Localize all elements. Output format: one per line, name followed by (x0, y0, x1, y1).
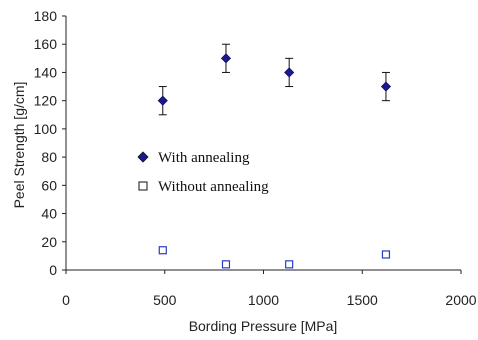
x-tick-label: 0 (62, 292, 70, 308)
y-tick-label: 160 (34, 36, 58, 52)
data-marks (157, 43, 392, 269)
y-tick-label: 20 (41, 234, 57, 250)
legend-label-without-annealing: Without annealing (158, 179, 269, 195)
y-tick-label: 120 (34, 93, 58, 109)
x-tick-label: 1500 (347, 292, 378, 308)
data-point-with-annealing (380, 81, 392, 92)
plot-axes (62, 15, 462, 274)
data-point-without-annealing (285, 260, 294, 269)
x-tick-label: 2000 (445, 292, 476, 308)
y-tick-label: 80 (41, 149, 57, 165)
y-tick-label: 60 (41, 177, 57, 193)
legend-marker-without-annealing (138, 181, 148, 191)
y-axis-label: Peel Strength [g/cm] (11, 82, 27, 209)
x-tick-label: 500 (153, 292, 177, 308)
y-tick-label: 0 (49, 262, 57, 278)
data-point-with-annealing (284, 67, 295, 78)
data-point-without-annealing (381, 250, 391, 259)
legend-label-with-annealing: With annealing (158, 150, 250, 166)
y-tick-label: 140 (34, 64, 58, 80)
x-tick-labels: 0 500 1000 1500 2000 (62, 292, 477, 308)
legend: With annealing Without annealing (137, 150, 269, 195)
y-tick-label: 180 (34, 8, 58, 24)
y-tick-label: 40 (41, 206, 57, 222)
legend-marker-with-annealing (137, 151, 149, 163)
y-tick-label: 100 (34, 121, 58, 137)
series-with-annealing (157, 43, 392, 116)
data-point-without-annealing (221, 260, 231, 269)
series-without-annealing (158, 246, 391, 269)
x-tick-label: 1000 (248, 292, 279, 308)
data-point-with-annealing (220, 53, 232, 64)
data-point-without-annealing (158, 246, 167, 255)
x-axis-label: Bording Pressure [MPa] (189, 318, 338, 334)
y-tick-labels: 0 20 40 60 80 100 120 140 160 180 (34, 8, 58, 278)
data-point-with-annealing (157, 95, 168, 106)
